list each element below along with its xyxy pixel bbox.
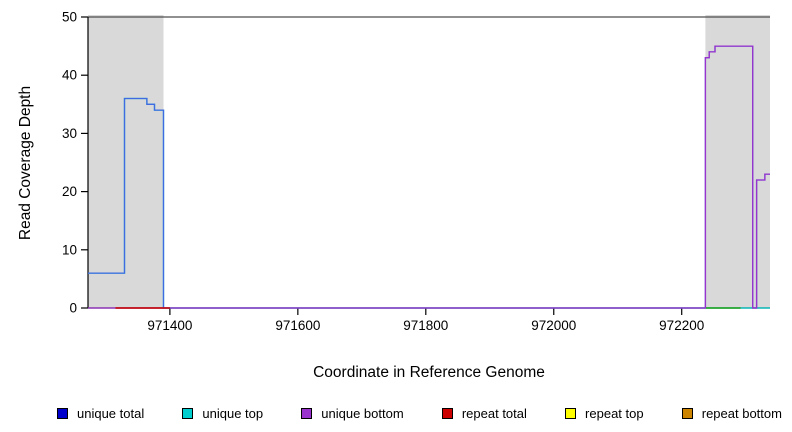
legend-label-repeat-bottom: repeat bottom bbox=[701, 406, 782, 421]
y-tick-label: 40 bbox=[62, 68, 77, 83]
legend-item-unique-total: unique total bbox=[57, 406, 144, 421]
legend-swatch-repeat-total bbox=[441, 408, 453, 419]
x-tick-label: 971400 bbox=[147, 318, 192, 333]
y-tick-label: 10 bbox=[62, 242, 77, 257]
x-tick-label: 971600 bbox=[275, 318, 320, 333]
legend-label-unique-total: unique total bbox=[77, 406, 145, 421]
legend-item-unique-bottom: unique bottom bbox=[301, 406, 404, 421]
legend-item-repeat-bottom: repeat bottom bbox=[681, 406, 782, 421]
series-unique-total bbox=[88, 45, 770, 309]
legend-label-unique-bottom: unique bottom bbox=[321, 406, 404, 421]
legend-swatch-repeat-bottom bbox=[681, 408, 693, 419]
legend-label-repeat-total: repeat total bbox=[461, 406, 527, 421]
x-tick-label: 972000 bbox=[531, 318, 576, 333]
legend-label-unique-top: unique top bbox=[202, 406, 264, 421]
chart-layer: 0 10 20 30 40 50 971400 971600 971800 972000 97220… bbox=[62, 10, 770, 333]
y-tick-label: 30 bbox=[62, 126, 77, 141]
right-shaded-region bbox=[705, 15, 770, 308]
legend-swatch-unique-top bbox=[182, 408, 194, 419]
x-axis-title: Coordinate in Reference Genome bbox=[313, 364, 545, 381]
legend: unique total unique top unique bottom repea… bbox=[57, 406, 782, 421]
legend-swatch-repeat-top bbox=[565, 408, 577, 419]
x-tick-label: 971800 bbox=[403, 318, 448, 333]
y-tick-label: 0 bbox=[69, 301, 77, 316]
legend-item-repeat-total: repeat total bbox=[441, 406, 527, 421]
left-shaded-region bbox=[88, 15, 164, 308]
legend-swatch-unique-total bbox=[57, 408, 68, 419]
legend-item-repeat-top: repeat top bbox=[565, 406, 644, 421]
y-axis-title: Read Coverage Depth bbox=[17, 86, 34, 240]
legend-label-repeat-top: repeat top bbox=[585, 406, 644, 421]
series-unique-bottom bbox=[88, 45, 770, 309]
y-tick-label: 20 bbox=[62, 184, 77, 199]
legend-swatch-unique-bottom bbox=[301, 408, 313, 419]
y-tick-label: 50 bbox=[62, 10, 77, 25]
legend-item-unique-top: unique top bbox=[182, 406, 263, 421]
series-unique-top bbox=[88, 97, 770, 309]
x-tick-label: 972200 bbox=[659, 318, 704, 333]
